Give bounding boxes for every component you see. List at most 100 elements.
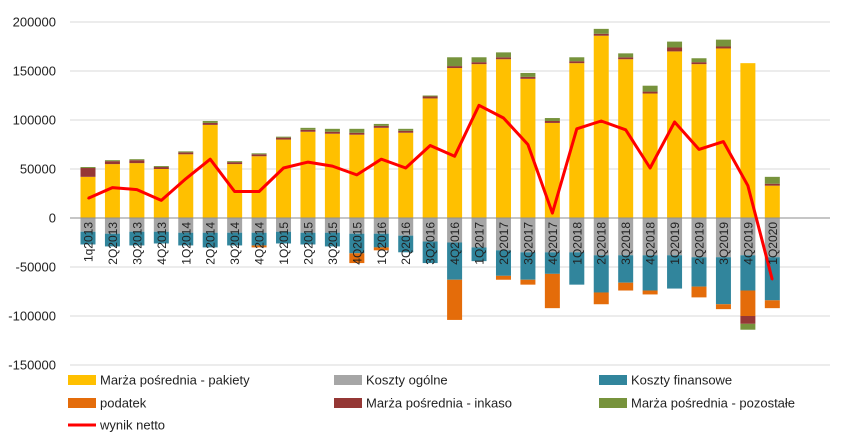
bar-segment: [520, 76, 536, 79]
bar-segment: [495, 57, 511, 60]
bar-segment: [422, 98, 438, 218]
bar-segment: [300, 218, 316, 233]
bar-segment: [618, 255, 634, 283]
category-label: 2Q2018: [595, 222, 609, 265]
y-axis: 200000 150000 100000 50000 0 -50000 -100000 -15…: [8, 15, 56, 373]
bar-segment: [398, 218, 414, 236]
bar-segment: [129, 231, 145, 246]
bar-segment: [324, 128, 340, 132]
bar-segment: [447, 66, 463, 69]
net-result-point: [209, 158, 211, 160]
bar-segment: [642, 93, 658, 218]
bar-segment: [276, 137, 292, 140]
bar-segment: [471, 247, 487, 262]
bar-segment: [691, 64, 707, 218]
bar-segment: [202, 218, 218, 233]
bar-segment: [740, 255, 756, 291]
bar-segment: [667, 51, 683, 219]
bar-segment: [593, 255, 609, 293]
bar-segment: [202, 122, 218, 125]
legend-swatch: [68, 398, 96, 408]
bar-segment: [422, 95, 438, 97]
net-result-point: [722, 140, 725, 143]
category-label: 4Q2014: [253, 222, 267, 265]
y-tick-label: 100000: [13, 113, 56, 128]
bar-segment: [618, 282, 634, 291]
net-result-point: [160, 199, 163, 202]
bar-segment: [691, 218, 707, 258]
bar-segment: [227, 161, 243, 163]
category-label: 3Q2017: [521, 222, 535, 265]
category-label: 2Q2013: [106, 222, 120, 265]
legend-swatch: [334, 375, 362, 385]
bar-segment: [422, 96, 438, 99]
category-label: 1Q2018: [570, 222, 584, 265]
net-result-point: [429, 144, 431, 147]
bar-segment: [691, 58, 707, 63]
bar-segment: [300, 131, 316, 218]
bar-segment: [691, 257, 707, 287]
legend-label: podatek: [100, 396, 147, 411]
net-result-point: [551, 212, 554, 214]
category-label: 2Q2017: [497, 222, 511, 265]
bar-segment: [642, 255, 658, 291]
bar-segment: [324, 218, 340, 233]
bar-segment: [642, 218, 658, 256]
net-result-point: [356, 174, 358, 176]
bar-segment: [715, 218, 731, 258]
bar-segment: [422, 241, 438, 264]
bar-segment: [715, 257, 731, 305]
bar-segment: [715, 39, 731, 47]
bar-segment: [544, 118, 560, 121]
bar-segment: [227, 162, 243, 165]
y-tick-label: 0: [49, 211, 56, 226]
y-tick-label: -50000: [16, 260, 56, 275]
bar-segment: [495, 59, 511, 218]
bar-segment: [593, 28, 609, 34]
bar-segment: [520, 218, 536, 253]
bar-segment: [276, 139, 292, 218]
category-label: 3Q2016: [424, 222, 438, 265]
bar-segment: [764, 183, 780, 186]
net-result-point: [502, 117, 505, 119]
bar-segment: [178, 218, 194, 233]
bar-segment: [251, 154, 267, 157]
bar-segment: [447, 242, 463, 280]
bar-segment: [227, 218, 243, 233]
bar-segment: [227, 232, 243, 246]
bar-segment: [251, 156, 267, 218]
net-result-point: [87, 197, 89, 200]
category-label: 1q2013: [82, 222, 96, 262]
bar-segment: [569, 63, 585, 218]
net-result-point: [576, 128, 578, 130]
net-result-point: [136, 188, 138, 191]
bar-segment: [471, 218, 487, 248]
bar-segment: [740, 290, 756, 316]
legend-item: wynik netto: [68, 418, 165, 433]
category-label: 3Q2018: [619, 222, 633, 265]
legend-item: Marża pośrednia - pakiety: [68, 373, 250, 388]
y-tick-label: -150000: [8, 358, 56, 373]
bar-segment: [373, 127, 389, 218]
legend: Marża pośrednia - pakiety Koszty ogólne Ko…: [68, 373, 795, 433]
bar-segment: [178, 232, 194, 246]
bar-segment: [153, 167, 169, 169]
bar-segment: [129, 160, 145, 164]
bar-segment: [373, 218, 389, 234]
bar-segment: [764, 300, 780, 309]
category-label: 1Q2020: [766, 222, 780, 265]
bar-segment: [251, 153, 267, 155]
bar-segment: [300, 129, 316, 132]
y-tick-label: -100000: [8, 309, 56, 324]
bar-segment: [178, 152, 194, 155]
bar-segment: [80, 167, 96, 169]
category-label: 3Q2013: [130, 222, 144, 265]
bar-segment: [349, 218, 365, 234]
bar-segment: [80, 168, 96, 177]
bar-segment: [740, 63, 756, 218]
bar-segment: [398, 128, 414, 131]
bar-segment: [520, 252, 536, 280]
bar-segment: [569, 252, 585, 285]
net-result-point: [624, 129, 627, 131]
